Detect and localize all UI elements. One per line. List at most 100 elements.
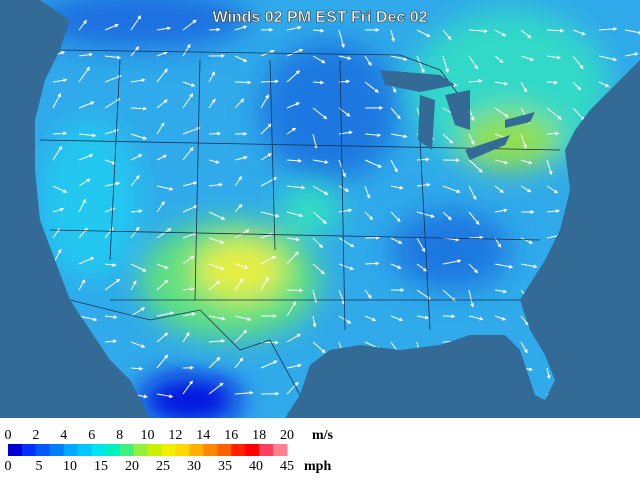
legend-swatch — [175, 444, 190, 456]
wind-arrow — [156, 263, 169, 270]
wind-arrow — [286, 48, 304, 57]
wind-arrow — [364, 315, 377, 322]
wind-arrow — [364, 185, 371, 199]
legend-swatch — [35, 444, 51, 456]
wind-arrow — [468, 79, 483, 84]
wind-arrow — [78, 101, 95, 109]
wind-arrow — [234, 390, 254, 395]
legend-swatch — [77, 444, 93, 456]
wind-arrow — [130, 106, 148, 111]
mph-label: 20 — [125, 459, 139, 474]
mph-label: 5 — [36, 459, 43, 474]
wind-arrow — [546, 107, 562, 120]
wind-arrow — [78, 19, 87, 31]
wind-arrow — [546, 209, 560, 214]
wind-arrow — [468, 159, 483, 173]
wind-arrow — [286, 211, 304, 218]
wind-arrow — [234, 277, 244, 291]
wind-arrow — [390, 211, 401, 223]
wind-arrow — [104, 278, 121, 291]
wind-arrow — [286, 381, 299, 395]
wind-arrow — [416, 29, 431, 37]
wind-arrow — [208, 280, 221, 291]
wind-arrow — [494, 29, 507, 37]
mph-label: 30 — [187, 459, 201, 474]
lake — [418, 95, 435, 150]
wind-arrow — [286, 70, 301, 83]
wind-arrow — [364, 81, 379, 93]
wind-arrow — [572, 107, 586, 121]
wind-arrow — [104, 23, 119, 31]
speed-area — [40, 120, 140, 280]
wind-arrow — [104, 339, 118, 344]
wind-arrow — [520, 55, 535, 61]
wind-arrow — [390, 107, 401, 120]
legend-swatch — [273, 444, 288, 456]
wind-arrow — [572, 81, 582, 91]
wind-arrow — [286, 333, 302, 343]
wind-arrow — [260, 94, 269, 109]
wind-arrow — [260, 255, 277, 265]
wind-arrow — [390, 315, 404, 322]
wind-arrow — [312, 159, 329, 164]
wind-arrow — [442, 55, 449, 74]
legend-swatch — [21, 444, 37, 456]
legend-swatch — [245, 444, 260, 456]
ms-label: 18 — [252, 428, 266, 443]
mph-label: 35 — [218, 459, 232, 474]
wind-arrow — [312, 263, 325, 275]
wind-arrow — [234, 25, 248, 31]
wind-arrow — [52, 185, 68, 193]
wind-arrow — [390, 185, 404, 190]
borders — [39, 49, 561, 396]
wind-arrow — [182, 205, 199, 213]
wind-arrow — [52, 92, 61, 109]
wind-arrow — [442, 29, 452, 41]
wind-arrow — [416, 55, 425, 74]
wind-arrow — [520, 237, 534, 244]
wind-arrow — [286, 25, 302, 31]
wind-arrow — [468, 185, 477, 201]
wind-arrow — [208, 315, 226, 321]
wind-arrow — [208, 27, 221, 32]
wind-arrow — [52, 78, 68, 83]
wind-arrow — [546, 367, 551, 380]
wind-arrow — [338, 55, 352, 60]
wind-arrow — [468, 263, 479, 274]
wind-arrow — [286, 185, 306, 190]
mph-unit: mph — [304, 459, 331, 474]
ms-unit: m/s — [312, 428, 334, 443]
mph-label: 25 — [156, 459, 170, 474]
wind-arrow — [286, 301, 296, 317]
wind-arrow — [494, 185, 504, 194]
wind-arrow — [338, 263, 355, 271]
speed-area — [460, 110, 560, 170]
wind-arrow — [260, 177, 278, 187]
wind-arrow — [338, 237, 355, 248]
wind-arrow — [104, 75, 122, 83]
wind-arrow — [234, 176, 242, 187]
wind-arrow — [442, 133, 454, 144]
speed-area — [260, 40, 400, 180]
wind-arrow — [78, 227, 88, 239]
wind-arrow — [390, 237, 403, 244]
wind-arrow — [234, 357, 244, 369]
border — [69, 299, 301, 396]
wind-arrow — [130, 280, 137, 291]
lake — [445, 90, 470, 130]
wind-arrow — [130, 209, 143, 214]
wind-arrow — [260, 211, 280, 218]
wind-arrow — [130, 154, 143, 161]
wind-arrow — [468, 55, 478, 70]
wind-arrow — [624, 52, 639, 57]
speed-area — [410, 10, 610, 170]
wind-arrow — [130, 15, 142, 31]
wind-arrow — [468, 211, 480, 225]
border — [109, 59, 431, 331]
wind-arrow — [468, 315, 484, 321]
wind-arrow — [312, 211, 327, 224]
wind-arrow — [130, 78, 146, 83]
wind-arrow — [494, 55, 504, 64]
